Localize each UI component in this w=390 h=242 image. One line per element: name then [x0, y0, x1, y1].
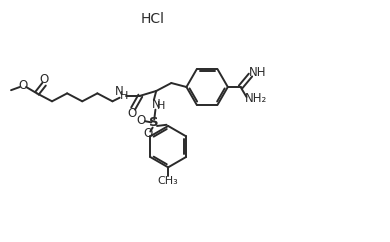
Text: N: N	[114, 85, 123, 98]
Text: O: O	[144, 128, 153, 140]
Text: N: N	[151, 98, 160, 111]
Text: H: H	[157, 101, 165, 111]
Text: O: O	[136, 114, 146, 127]
Text: O: O	[18, 79, 28, 92]
Text: NH: NH	[249, 66, 266, 79]
Text: CH₃: CH₃	[158, 176, 179, 186]
Text: HCl: HCl	[140, 12, 164, 26]
Text: O: O	[127, 107, 136, 120]
Text: NH₂: NH₂	[245, 92, 268, 106]
Text: S: S	[149, 116, 159, 129]
Text: H: H	[119, 91, 128, 101]
Text: O: O	[40, 73, 49, 86]
